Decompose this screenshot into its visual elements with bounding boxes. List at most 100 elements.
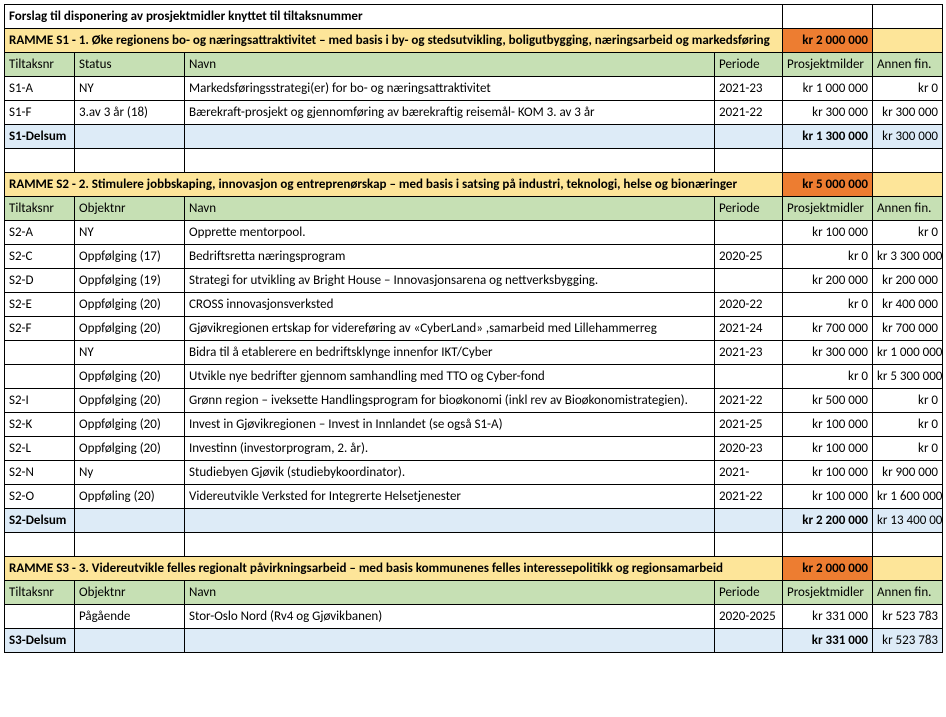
delsum-label: S2-Delsum <box>5 509 75 533</box>
column-header: Annen fin. <box>873 53 943 77</box>
data-cell: NY <box>75 221 185 245</box>
delsum-other: kr 300 000 <box>873 125 943 149</box>
data-cell: Pågående <box>75 605 185 629</box>
data-cell: kr 200 000 <box>783 269 873 293</box>
data-row: S1-ANYMarkedsføringsstrategi(er) for bo-… <box>5 77 943 101</box>
data-cell: Bærekraft-prosjekt og gjennomføring av b… <box>185 101 715 125</box>
blank <box>75 629 185 653</box>
column-header: Prosjektmidler <box>783 197 873 221</box>
spacer-cell <box>75 149 185 173</box>
data-cell: S2-O <box>5 485 75 509</box>
data-cell: kr 200 000 <box>873 269 943 293</box>
column-header: Navn <box>185 581 715 605</box>
data-cell: 2021-24 <box>715 317 783 341</box>
data-cell: Oppfølging (20) <box>75 317 185 341</box>
data-row: S2-OOppføling (20)Videreutvikle Verksted… <box>5 485 943 509</box>
data-cell: kr 3 300 000 <box>873 245 943 269</box>
column-header: Prosjektmidler <box>783 581 873 605</box>
column-header-row: TiltaksnrObjektnrNavnPeriodeProsjektmidl… <box>5 197 943 221</box>
delsum-label: S1-Delsum <box>5 125 75 149</box>
data-cell: kr 331 000 <box>783 605 873 629</box>
column-header: Prosjektmilder <box>783 53 873 77</box>
data-cell: Oppfølging (19) <box>75 269 185 293</box>
data-cell: S2-K <box>5 413 75 437</box>
data-cell: Strategi for utvikling av Bright House –… <box>185 269 715 293</box>
data-cell: kr 900 000 <box>873 461 943 485</box>
data-cell: kr 100 000 <box>783 221 873 245</box>
data-cell: kr 100 000 <box>783 413 873 437</box>
column-header: Navn <box>185 197 715 221</box>
blank <box>715 629 783 653</box>
data-cell: kr 100 000 <box>783 461 873 485</box>
data-cell: S2-E <box>5 293 75 317</box>
blank <box>75 509 185 533</box>
data-cell: 2020-25 <box>715 245 783 269</box>
data-row: S2-FOppfølging (20)Gjøvikregionen ertska… <box>5 317 943 341</box>
data-cell <box>5 341 75 365</box>
data-cell: Oppfølging (20) <box>75 389 185 413</box>
spacer-cell <box>783 533 873 557</box>
data-cell: Opprette mentorpool. <box>185 221 715 245</box>
data-cell: kr 400 000 <box>873 293 943 317</box>
data-cell: Grønn region – iveksette Handlingsprogra… <box>185 389 715 413</box>
column-header: Periode <box>715 581 783 605</box>
data-row: S2-COppfølging (17)Bedriftsretta nærings… <box>5 245 943 269</box>
data-cell: 2021-23 <box>715 77 783 101</box>
spacer-cell <box>185 533 715 557</box>
column-header: Objektnr <box>75 581 185 605</box>
data-cell: Gjøvikregionen ertskap for videreføring … <box>185 317 715 341</box>
data-cell: NY <box>75 341 185 365</box>
data-cell: kr 300 000 <box>873 101 943 125</box>
blank <box>783 5 873 29</box>
column-header-row: TiltaksnrStatusNavnPeriodeProsjektmilder… <box>5 53 943 77</box>
data-cell: 2021-23 <box>715 341 783 365</box>
ramme-amount: kr 2 000 000 <box>783 29 873 53</box>
data-cell: kr 700 000 <box>783 317 873 341</box>
data-cell: Oppfølging (20) <box>75 413 185 437</box>
blank <box>873 29 943 53</box>
data-cell <box>715 221 783 245</box>
column-header: Annen fin. <box>873 581 943 605</box>
blank <box>715 125 783 149</box>
data-cell: kr 0 <box>873 437 943 461</box>
delsum-amount: kr 1 300 000 <box>783 125 873 149</box>
data-cell: Studiebyen Gjøvik (studiebykoordinator). <box>185 461 715 485</box>
data-cell: Stor-Oslo Nord (Rv4 og Gjøvikbanen) <box>185 605 715 629</box>
spacer-row <box>5 533 943 557</box>
data-cell <box>715 365 783 389</box>
spacer-cell <box>873 533 943 557</box>
data-cell: S2-C <box>5 245 75 269</box>
data-row: S2-NNyStudiebyen Gjøvik (studiebykoordin… <box>5 461 943 485</box>
delsum-other: kr 523 783 <box>873 629 943 653</box>
data-cell: kr 300 000 <box>783 341 873 365</box>
data-row: S2-DOppfølging (19)Strategi for utviklin… <box>5 269 943 293</box>
data-cell: 2020-22 <box>715 293 783 317</box>
column-header: Periode <box>715 197 783 221</box>
data-cell: Videreutvikle Verksted for Integrerte He… <box>185 485 715 509</box>
data-cell: Utvikle nye bedrifter gjennom samhandlin… <box>185 365 715 389</box>
data-cell: S2-F <box>5 317 75 341</box>
data-cell: kr 0 <box>873 389 943 413</box>
blank <box>75 125 185 149</box>
data-row: S1-F3.av 3 år (18)Bærekraft-prosjekt og … <box>5 101 943 125</box>
data-row: S2-EOppfølging (20)CROSS innovasjonsverk… <box>5 293 943 317</box>
spacer-cell <box>873 149 943 173</box>
data-row: NYBidra til å etablerere en bedriftsklyn… <box>5 341 943 365</box>
data-cell <box>5 605 75 629</box>
title-row: Forslag til disponering av prosjektmidle… <box>5 5 943 29</box>
data-cell: Ny <box>75 461 185 485</box>
data-cell: 2021-22 <box>715 389 783 413</box>
ramme-row: RAMME S1 - 1. Øke regionens bo- og nærin… <box>5 29 943 53</box>
column-header: Objektnr <box>75 197 185 221</box>
data-cell: kr 0 <box>873 221 943 245</box>
blank <box>873 5 943 29</box>
data-cell: 2021-22 <box>715 485 783 509</box>
data-cell: Oppføling (20) <box>75 485 185 509</box>
data-cell: kr 0 <box>783 293 873 317</box>
data-cell: Markedsføringsstrategi(er) for bo- og næ… <box>185 77 715 101</box>
data-row: PågåendeStor-Oslo Nord (Rv4 og Gjøvikban… <box>5 605 943 629</box>
spacer-cell <box>5 533 75 557</box>
data-cell: kr 700 000 <box>873 317 943 341</box>
column-header: Tiltaksnr <box>5 581 75 605</box>
delsum-label: S3-Delsum <box>5 629 75 653</box>
